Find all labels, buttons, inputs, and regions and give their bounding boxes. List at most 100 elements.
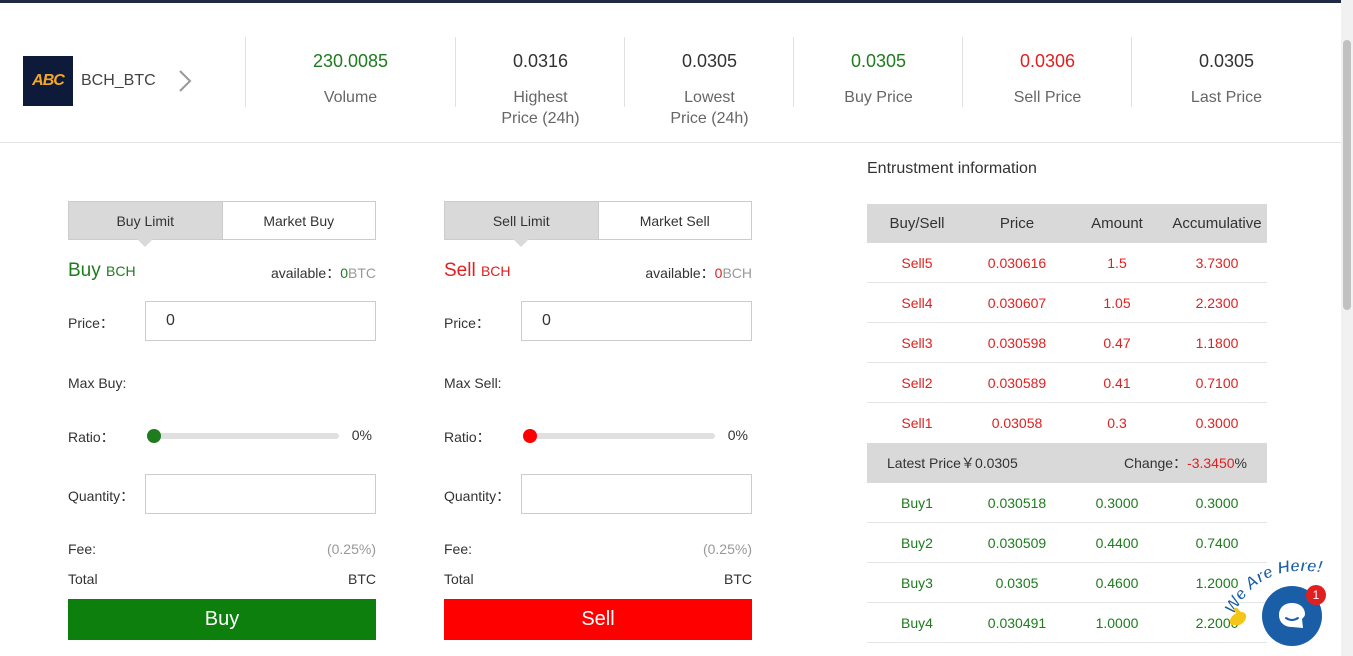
sell-order-row[interactable]: Sell4 0.030607 1.05 2.2300: [867, 283, 1267, 323]
chat-bubble-icon: [1279, 603, 1305, 628]
buy-price-input[interactable]: 0: [145, 301, 376, 341]
order-price: 0.030607: [987, 294, 1047, 311]
stat-label: Highest Price (24h): [501, 89, 580, 127]
stat-value: 0.0306: [1019, 51, 1076, 71]
tab-sell-limit[interactable]: Sell Limit: [445, 202, 598, 247]
available-label: available：: [645, 265, 715, 281]
order-book-header: Buy/Sell Price Amount Accumulative: [867, 204, 1267, 243]
order-price: 0.030589: [987, 374, 1047, 391]
buy-button[interactable]: Buy: [68, 599, 376, 640]
total-label: Total: [68, 571, 98, 587]
page-scrollbar[interactable]: [1341, 0, 1353, 656]
coin-logo: ABC: [23, 56, 73, 106]
sell-order-row[interactable]: Sell2 0.030589 0.41 0.7100: [867, 363, 1267, 403]
latest-price-bar: Latest Price￥0.0305 Change：-3.3450%: [867, 443, 1267, 483]
order-side: Buy1: [901, 494, 933, 511]
ratio-label: Ratio：: [444, 429, 491, 445]
sell-order-row[interactable]: Sell3 0.030598 0.47 1.1800: [867, 323, 1267, 363]
available-value: 0: [340, 265, 348, 281]
ratio-label: Ratio：: [68, 429, 115, 445]
order-amount: 1.0000: [1095, 614, 1139, 631]
order-side: Sell2: [901, 374, 933, 391]
sell-quantity-input[interactable]: [521, 474, 752, 514]
sell-title: Sell BCH: [444, 260, 511, 282]
quantity-label: Quantity：: [68, 488, 135, 504]
available-label: available：: [270, 265, 341, 281]
stat-value: 0.0305: [1198, 51, 1255, 71]
available-unit: BTC: [348, 265, 376, 281]
header-buy-sell: Buy/Sell: [889, 215, 945, 232]
order-accumulative: 1.2000: [1195, 574, 1239, 591]
latest-price-label: Latest Price￥: [887, 455, 975, 471]
tab-market-sell[interactable]: Market Sell: [597, 202, 752, 239]
sell-order-row[interactable]: Sell1 0.03058 0.3 0.3000: [867, 403, 1267, 443]
latest-price-value: 0.0305: [974, 455, 1018, 471]
order-price: 0.030491: [987, 614, 1047, 631]
ratio-percent: 0%: [727, 427, 748, 443]
sell-price-input[interactable]: 0: [521, 301, 752, 341]
order-price: 0.0305: [995, 574, 1039, 591]
order-amount: 0.47: [1103, 334, 1131, 351]
order-side: Sell4: [901, 294, 933, 311]
sell-order-tabs: Sell Limit Market Sell: [444, 201, 752, 247]
buy-order-row[interactable]: Buy3 0.0305 0.4600 1.2000: [867, 563, 1267, 603]
stat-label: Last Price: [1190, 89, 1263, 106]
market-header: ABC BCH_BTC 230.0085 Volume 0.0316 Highe…: [0, 3, 1341, 143]
buy-order-tabs: Buy Limit Market Buy: [68, 201, 376, 247]
stat-buy-price: 0.0305 Buy Price: [793, 37, 963, 107]
order-amount: 0.3000: [1095, 494, 1139, 511]
price-change: Change：-3.3450%: [1124, 453, 1247, 473]
stat-label: Buy Price: [844, 89, 913, 106]
order-accumulative: 2.2300: [1195, 294, 1239, 311]
sell-button[interactable]: Sell: [444, 599, 752, 640]
order-price: 0.030509: [987, 534, 1047, 551]
buy-order-row[interactable]: Buy4 0.030491 1.0000 2.2000: [867, 603, 1267, 643]
price-label: Price：: [444, 315, 490, 331]
stat-label: Lowest Price (24h): [670, 89, 749, 127]
buy-quantity-input[interactable]: [145, 474, 376, 514]
stat-lowest-price: 0.0305 Lowest Price (24h): [624, 37, 794, 127]
stat-last-price: 0.0305 Last Price: [1131, 37, 1321, 107]
slider-handle[interactable]: [147, 429, 161, 443]
buy-title: Buy BCH: [68, 260, 136, 282]
price-label: Price：: [68, 315, 114, 331]
top-accent-bar: [0, 0, 1341, 3]
tab-market-buy[interactable]: Market Buy: [221, 202, 376, 239]
header-amount: Amount: [1091, 215, 1143, 232]
order-amount: 0.4600: [1095, 574, 1139, 591]
sell-order-row[interactable]: Sell5 0.030616 1.5 3.7300: [867, 243, 1267, 283]
change-label: Change：: [1124, 455, 1188, 471]
order-price: 0.030598: [987, 334, 1047, 351]
buy-ratio-slider[interactable]: [147, 429, 339, 443]
order-side: Sell5: [901, 254, 933, 271]
order-accumulative: 3.7300: [1195, 254, 1239, 271]
buy-panel: Buy Limit Market Buy Buy BCH available：0…: [68, 201, 376, 641]
sell-title-text: Sell: [444, 260, 476, 281]
total-unit: BTC: [724, 571, 752, 587]
chevron-right-icon[interactable]: [178, 69, 192, 93]
sell-panel: Sell Limit Market Sell Sell BCH availabl…: [444, 201, 752, 641]
quantity-label: Quantity：: [444, 488, 511, 504]
order-side: Sell1: [901, 415, 933, 431]
stat-highest-price: 0.0316 Highest Price (24h): [455, 37, 625, 127]
stat-volume: 230.0085 Volume: [245, 37, 455, 107]
order-amount: 1.05: [1103, 294, 1131, 311]
available-unit: BCH: [722, 265, 752, 281]
slider-handle[interactable]: [523, 429, 537, 443]
sell-ratio-slider[interactable]: [523, 429, 715, 443]
total-label: Total: [444, 571, 474, 587]
pair-selector[interactable]: ABC BCH_BTC: [23, 56, 192, 106]
buy-order-row[interactable]: Buy1 0.030518 0.3000 0.3000: [867, 483, 1267, 523]
tab-buy-limit[interactable]: Buy Limit: [69, 202, 222, 247]
notification-badge: 1: [1306, 585, 1326, 605]
scrollbar-thumb[interactable]: [1343, 40, 1351, 310]
order-accumulative: 0.3000: [1195, 415, 1239, 431]
order-price: 0.030518: [987, 494, 1047, 511]
stat-value: 0.0305: [850, 51, 907, 71]
buy-order-row[interactable]: Buy2 0.030509 0.4400 0.7400: [867, 523, 1267, 563]
order-side: Buy2: [901, 534, 933, 551]
max-buy-label: Max Buy:: [68, 375, 127, 391]
stat-value: 0.0305: [681, 51, 738, 71]
fee-label: Fee:: [68, 541, 97, 557]
max-sell-label: Max Sell:: [444, 375, 502, 391]
